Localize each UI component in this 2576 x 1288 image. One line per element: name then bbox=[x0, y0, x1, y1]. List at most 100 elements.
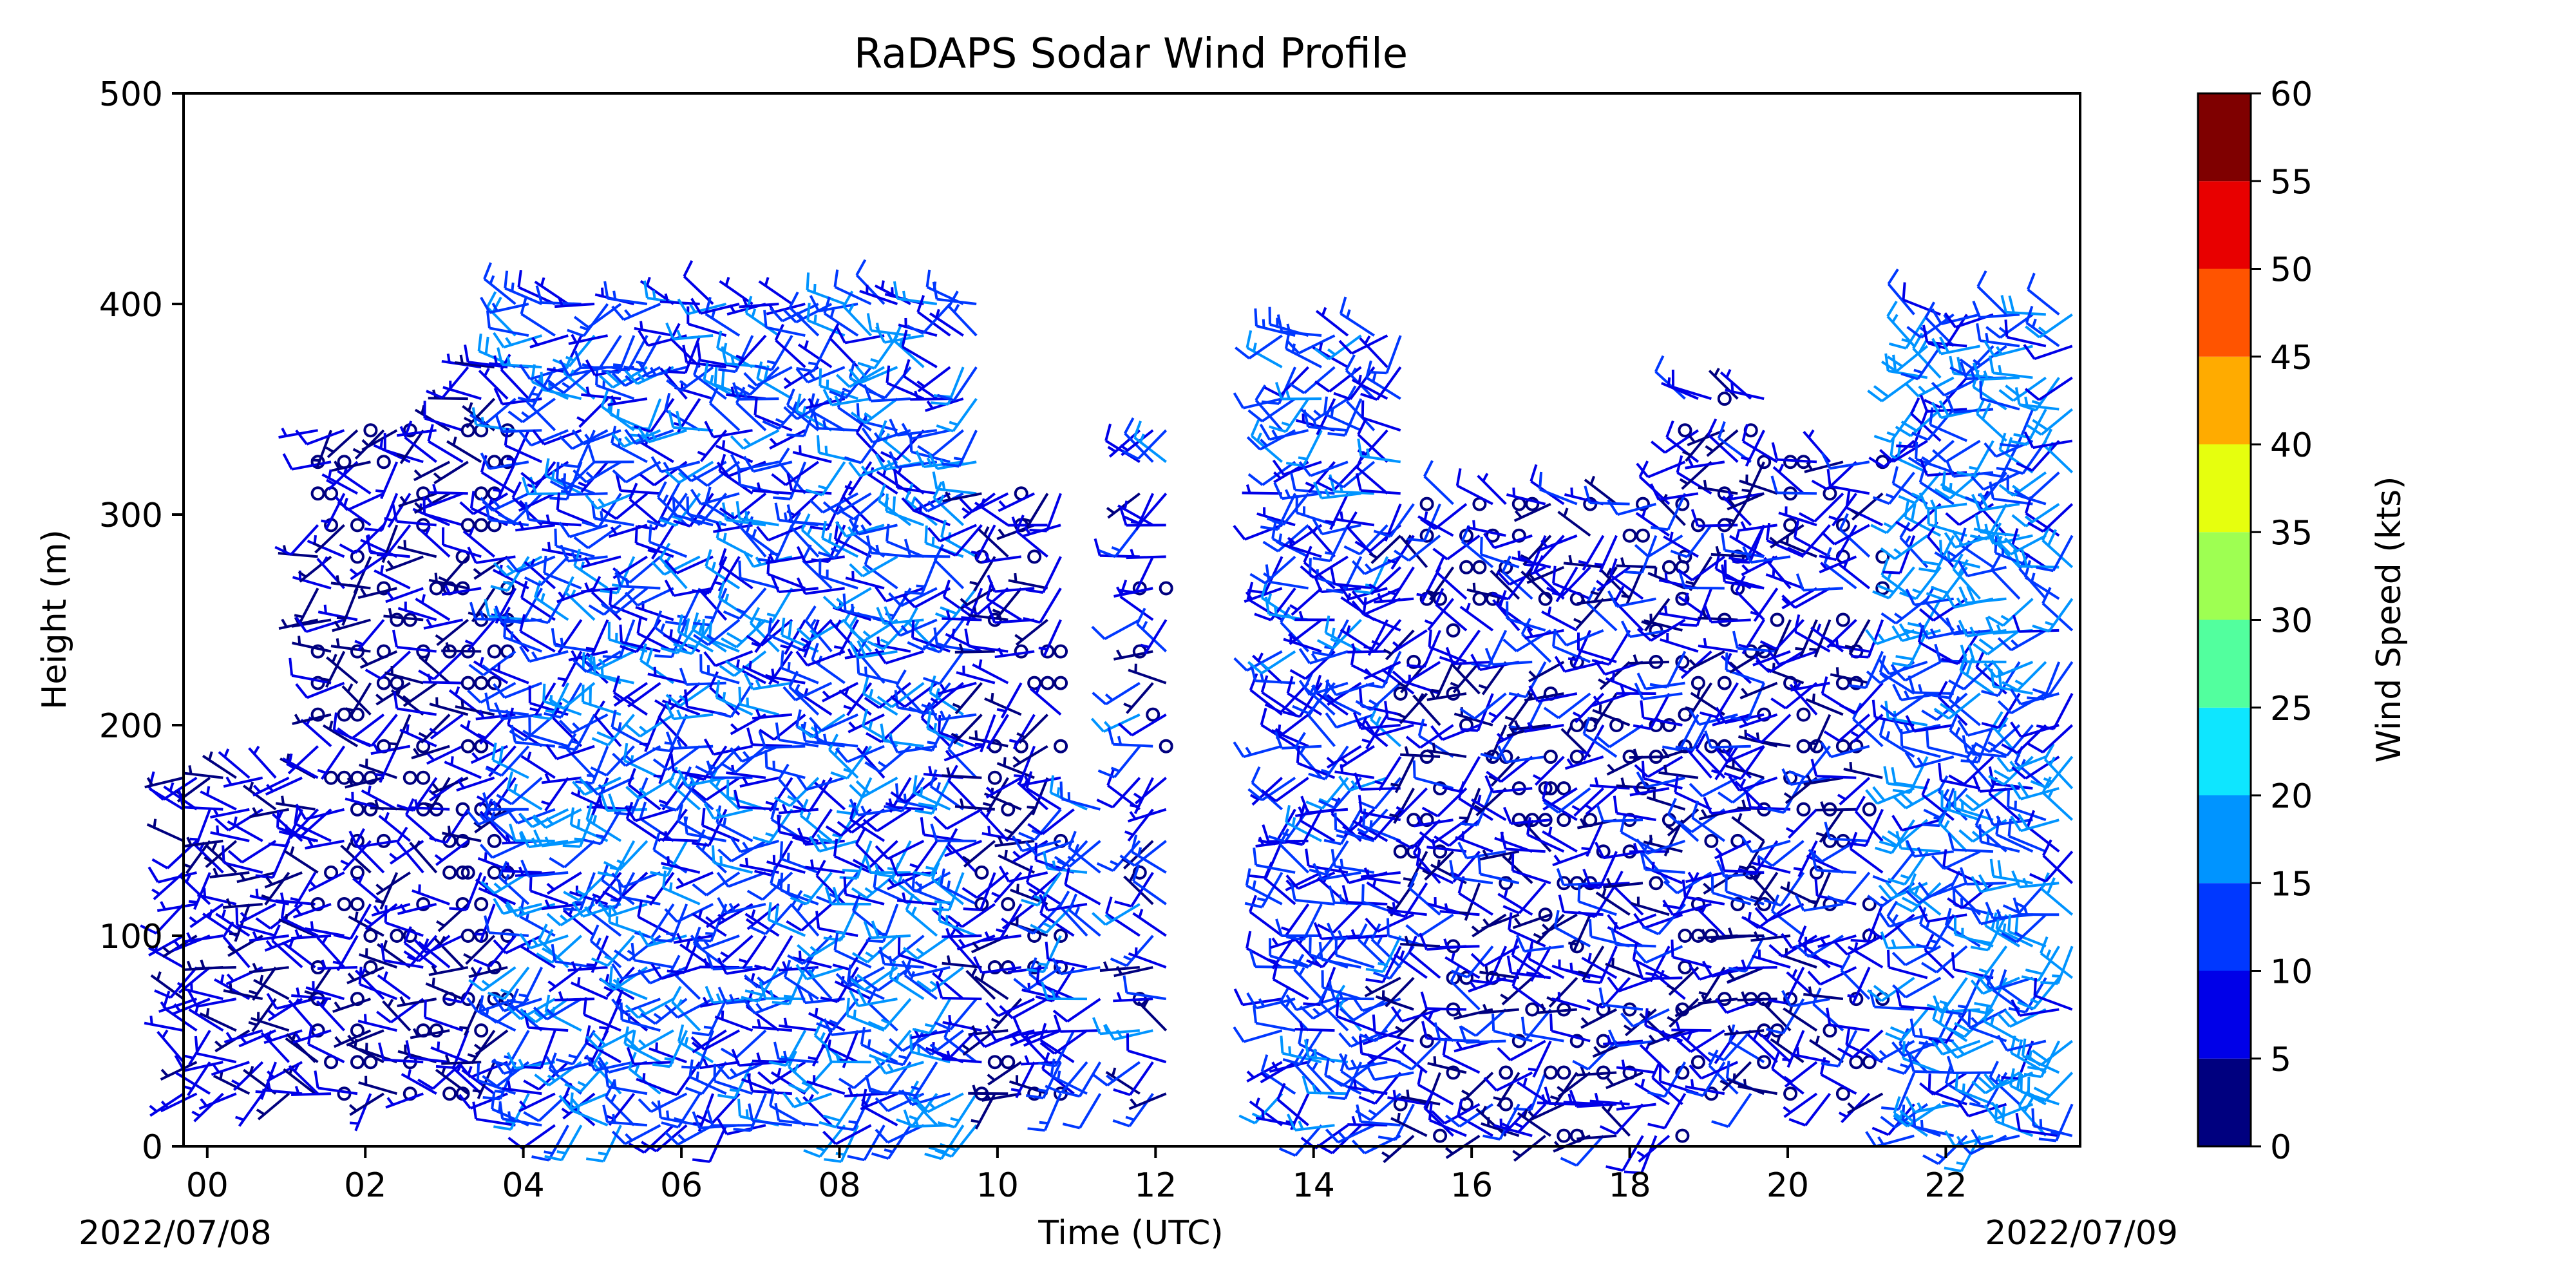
calm-wind-marker bbox=[337, 707, 352, 722]
wind-barb bbox=[210, 825, 250, 842]
wind-barb bbox=[562, 809, 596, 848]
wind-barb bbox=[434, 840, 469, 866]
wind-barb bbox=[444, 756, 482, 779]
wind-barb bbox=[144, 1016, 184, 1032]
colorbar-segment bbox=[2198, 795, 2251, 884]
wind-barb bbox=[455, 699, 495, 716]
wind-barb bbox=[314, 1070, 358, 1095]
wind-barb bbox=[591, 934, 635, 967]
wind-barb bbox=[149, 1092, 185, 1117]
wind-barb bbox=[433, 460, 469, 484]
wind-barb bbox=[354, 828, 385, 874]
wind-barb bbox=[210, 807, 250, 819]
wind-barb bbox=[282, 453, 332, 471]
wind-barb bbox=[531, 587, 569, 625]
x-tick-label: 16 bbox=[1450, 1166, 1493, 1205]
wind-barb bbox=[468, 966, 516, 992]
wind-barb bbox=[150, 971, 185, 1000]
wind-barb bbox=[435, 618, 469, 647]
calm-wind-marker bbox=[310, 644, 325, 659]
wind-barb bbox=[479, 840, 529, 859]
wind-barb bbox=[611, 871, 661, 889]
wind-barb bbox=[413, 934, 464, 954]
wind-barb bbox=[352, 875, 385, 905]
wind-barb bbox=[399, 724, 437, 748]
wind-barb bbox=[549, 840, 596, 869]
calm-wind-marker bbox=[474, 1023, 489, 1038]
wind-barb bbox=[278, 824, 319, 842]
wind-barb bbox=[305, 981, 345, 1001]
wind-barb bbox=[409, 840, 438, 874]
wind-barb bbox=[467, 546, 516, 564]
calm-wind-marker bbox=[376, 455, 391, 469]
wind-barb bbox=[528, 717, 569, 748]
calm-wind-marker bbox=[442, 1086, 457, 1101]
wind-barb bbox=[341, 683, 372, 716]
wind-barb bbox=[188, 872, 211, 910]
wind-barb bbox=[567, 303, 609, 337]
wind-barb bbox=[583, 997, 621, 1032]
wind-barb bbox=[638, 1092, 688, 1113]
wind-barb bbox=[611, 366, 661, 387]
wind-barb bbox=[249, 807, 289, 819]
wind-barb bbox=[615, 473, 661, 495]
wind-barb bbox=[345, 776, 384, 789]
wind-barb bbox=[533, 998, 582, 1021]
wind-barb bbox=[354, 619, 385, 652]
wind-barb bbox=[397, 996, 437, 1008]
wind-barb bbox=[423, 999, 464, 1032]
wind-barb bbox=[584, 1025, 621, 1063]
wind-barb bbox=[275, 795, 316, 811]
chart-title: RaDAPS Sodar Wind Profile bbox=[854, 30, 1408, 78]
x-tick-label: 06 bbox=[660, 1166, 703, 1205]
wind-barb bbox=[507, 707, 543, 748]
calm-wind-marker bbox=[442, 865, 457, 880]
wind-barb bbox=[377, 1042, 424, 1064]
wind-barb bbox=[518, 364, 569, 381]
wind-barb bbox=[428, 965, 469, 976]
wind-barb bbox=[321, 650, 346, 688]
wind-barb bbox=[250, 1012, 290, 1032]
wind-barb bbox=[202, 751, 237, 779]
wind-barb bbox=[520, 752, 556, 779]
wind-barb bbox=[544, 1124, 583, 1162]
calm-wind-marker bbox=[310, 707, 325, 722]
wind-barb bbox=[558, 714, 596, 752]
wind-barb bbox=[222, 845, 263, 874]
colorbar-tick-label: 50 bbox=[2270, 251, 2313, 290]
wind-barb bbox=[305, 838, 345, 850]
wind-barb bbox=[252, 776, 290, 797]
wind-barb bbox=[294, 587, 319, 625]
wind-barb bbox=[568, 334, 608, 345]
wind-barb bbox=[140, 903, 185, 935]
wind-barb bbox=[653, 746, 675, 784]
wind-barb bbox=[558, 522, 609, 538]
wind-barb bbox=[491, 662, 529, 685]
wind-barb bbox=[261, 871, 290, 906]
colorbar-segment bbox=[2198, 971, 2251, 1059]
wind-barb bbox=[611, 1124, 661, 1146]
calm-wind-marker bbox=[487, 676, 502, 690]
wind-barb bbox=[194, 1036, 237, 1064]
calm-wind-marker bbox=[455, 865, 470, 880]
wind-barb bbox=[265, 776, 303, 796]
wind-barb bbox=[554, 297, 595, 308]
wind-barb bbox=[222, 898, 263, 909]
wind-barb bbox=[160, 1061, 198, 1081]
colorbar-segment bbox=[2198, 883, 2251, 971]
wind-barb bbox=[518, 492, 556, 512]
wind-barb bbox=[291, 1086, 332, 1096]
wind-barb bbox=[426, 744, 464, 765]
wind-barb bbox=[249, 962, 289, 974]
wind-barb bbox=[493, 934, 543, 954]
wind-barb bbox=[287, 808, 319, 839]
calm-wind-marker bbox=[416, 770, 431, 785]
wind-barb bbox=[396, 430, 424, 464]
wind-barb bbox=[418, 653, 451, 685]
wind-barb bbox=[428, 484, 468, 495]
wind-barb bbox=[388, 714, 412, 752]
wind-barb bbox=[377, 971, 411, 1000]
wind-barb bbox=[308, 871, 345, 893]
wind-barb bbox=[639, 714, 662, 752]
date-start-label: 2022/07/08 bbox=[79, 1214, 272, 1253]
